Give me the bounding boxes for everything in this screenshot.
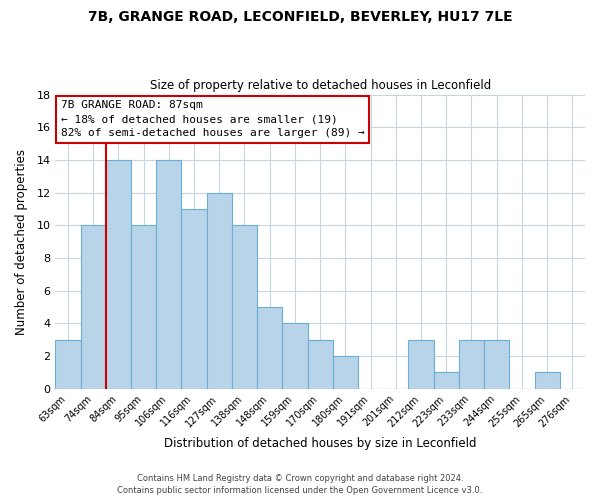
Bar xyxy=(257,307,283,389)
Bar xyxy=(434,372,459,389)
Text: Contains HM Land Registry data © Crown copyright and database right 2024.
Contai: Contains HM Land Registry data © Crown c… xyxy=(118,474,482,495)
Bar xyxy=(308,340,333,389)
Bar xyxy=(459,340,484,389)
Title: Size of property relative to detached houses in Leconfield: Size of property relative to detached ho… xyxy=(149,79,491,92)
Bar xyxy=(333,356,358,389)
Bar xyxy=(131,226,156,389)
Text: 7B GRANGE ROAD: 87sqm
← 18% of detached houses are smaller (19)
82% of semi-deta: 7B GRANGE ROAD: 87sqm ← 18% of detached … xyxy=(61,100,364,138)
Bar xyxy=(80,226,106,389)
Bar xyxy=(106,160,131,389)
Bar xyxy=(484,340,509,389)
Bar xyxy=(283,324,308,389)
Bar xyxy=(206,192,232,389)
Y-axis label: Number of detached properties: Number of detached properties xyxy=(15,148,28,334)
Bar xyxy=(232,226,257,389)
X-axis label: Distribution of detached houses by size in Leconfield: Distribution of detached houses by size … xyxy=(164,437,476,450)
Bar xyxy=(55,340,80,389)
Bar xyxy=(181,209,206,389)
Bar xyxy=(409,340,434,389)
Bar xyxy=(156,160,181,389)
Text: 7B, GRANGE ROAD, LECONFIELD, BEVERLEY, HU17 7LE: 7B, GRANGE ROAD, LECONFIELD, BEVERLEY, H… xyxy=(88,10,512,24)
Bar xyxy=(535,372,560,389)
